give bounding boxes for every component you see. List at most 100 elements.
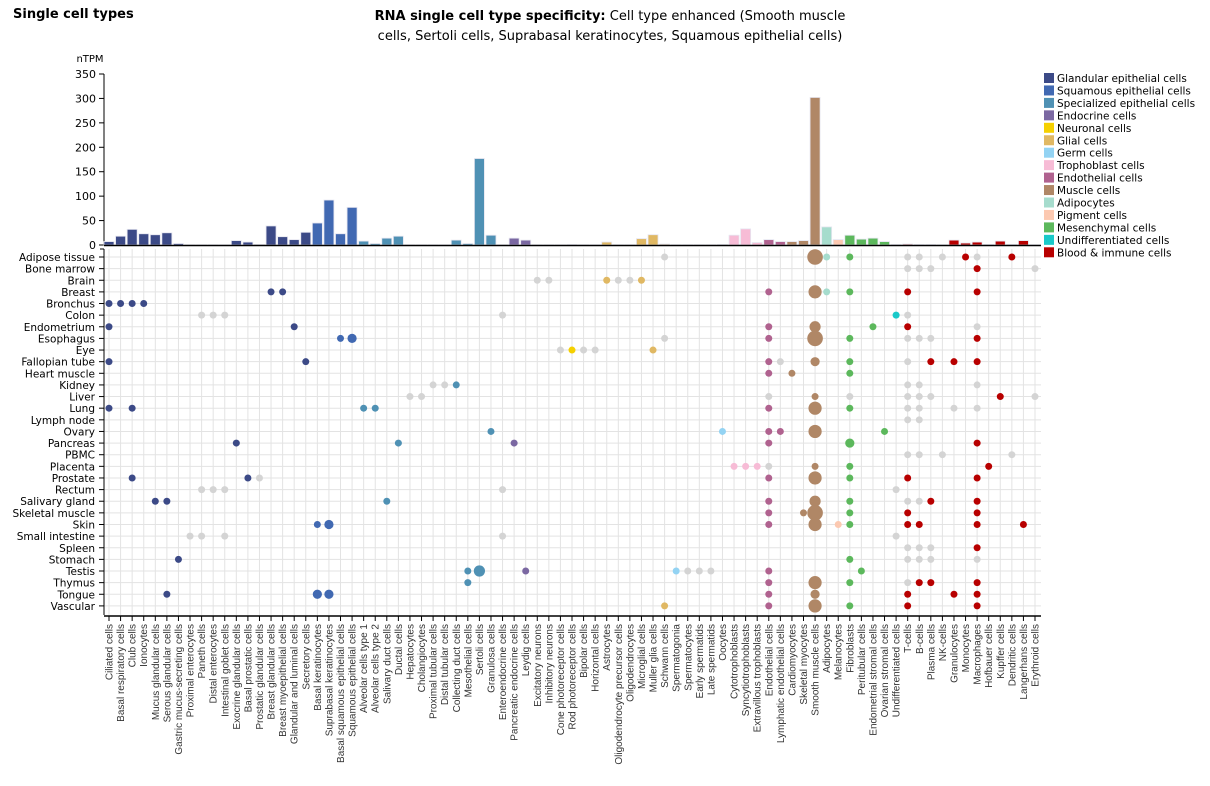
- tissue-label: Eye: [76, 345, 95, 357]
- bar: [971, 241, 983, 246]
- expression-dot: [846, 404, 854, 412]
- expression-dot: [973, 579, 981, 587]
- x-tick-label: Lymphatic endothelial cells: [776, 624, 787, 743]
- tissue-label: Skin: [73, 519, 95, 531]
- expression-dot: [765, 369, 773, 377]
- legend-label: Germ cells: [1057, 148, 1113, 160]
- tissue-label: Adipose tissue: [19, 252, 95, 264]
- x-tick-label: Proximal enterocytes: [186, 624, 197, 717]
- expression-dot: [904, 416, 912, 424]
- legend-swatch: [1044, 197, 1054, 208]
- x-tick-label: Skeletal myocytes: [799, 624, 810, 705]
- expression-dot: [808, 471, 822, 485]
- expression-dot: [661, 334, 669, 342]
- legend-swatch: [1044, 160, 1054, 171]
- expression-dot: [904, 393, 912, 401]
- expression-dot: [499, 311, 507, 319]
- expression-dot: [1008, 451, 1016, 459]
- legend-swatch: [1044, 110, 1054, 121]
- expression-dot: [568, 346, 576, 354]
- expression-dot: [927, 544, 935, 552]
- expression-dot: [603, 276, 611, 284]
- expression-dot: [823, 288, 831, 296]
- bar: [381, 237, 393, 246]
- x-tick-label: Ciliated cells: [105, 624, 116, 680]
- tissue-label: Fallopian tube: [21, 357, 95, 369]
- bar: [277, 236, 289, 246]
- expression-dot: [776, 427, 784, 435]
- expression-dot: [904, 520, 912, 528]
- bar: [855, 238, 867, 246]
- expression-dot: [869, 323, 877, 331]
- expression-dot: [846, 579, 854, 587]
- expression-dot: [915, 579, 923, 587]
- expression-dot: [904, 381, 912, 389]
- expression-dot: [209, 311, 217, 319]
- tissue-label: Brain: [67, 275, 95, 287]
- expression-dot: [765, 520, 773, 528]
- x-tick-label: Salivary duct cells: [382, 624, 393, 704]
- expression-dot: [915, 381, 923, 389]
- expression-dot: [846, 288, 854, 296]
- legend-label: Endothelial cells: [1057, 173, 1143, 185]
- expression-dot: [742, 462, 750, 470]
- expression-dot: [845, 438, 855, 448]
- bar: [508, 237, 520, 246]
- expression-dot: [765, 393, 773, 401]
- x-tick-label: Granulocytes: [949, 624, 960, 683]
- y-tick-label: 300: [75, 92, 96, 105]
- bar: [728, 234, 740, 246]
- expression-dot: [765, 509, 773, 517]
- expression-dot: [904, 265, 912, 273]
- expression-dot: [765, 567, 773, 575]
- legend-swatch: [1044, 247, 1054, 258]
- expression-dot: [892, 486, 900, 494]
- expression-dot: [807, 249, 823, 265]
- x-tick-label: Astrocytes: [602, 624, 613, 671]
- bar: [242, 241, 254, 246]
- x-tick-label: Smooth muscle cells: [811, 624, 822, 716]
- expression-dot: [973, 253, 981, 261]
- expression-dot: [973, 497, 981, 505]
- tissue-label: Lung: [69, 403, 95, 415]
- expression-dot: [938, 253, 946, 261]
- x-tick-label: Melanocytes: [834, 624, 845, 680]
- expression-dot: [808, 285, 822, 299]
- tissue-label: Pancreas: [48, 438, 95, 450]
- legend-swatch: [1044, 185, 1054, 196]
- x-tick-label: Oligodendrocytes: [625, 624, 636, 702]
- x-tick-label: Erythroid cells: [1031, 624, 1042, 687]
- expression-dot: [962, 253, 970, 261]
- expression-dot: [371, 404, 379, 412]
- legend-swatch: [1044, 73, 1054, 83]
- expression-dot: [730, 462, 738, 470]
- x-tick-label: Horizontal cells: [591, 624, 602, 692]
- x-tick-label: Extravillous trophoblasts: [753, 624, 764, 732]
- expression-dot: [927, 393, 935, 401]
- tissue-label: Skeletal muscle: [12, 508, 95, 520]
- expression-dot: [105, 358, 113, 366]
- x-tick-label: Suprabasal keratinocytes: [324, 624, 335, 736]
- legend-swatch: [1044, 234, 1054, 245]
- expression-dot: [927, 579, 935, 587]
- expression-dot: [695, 567, 703, 575]
- expression-dot: [128, 404, 136, 412]
- legend-swatch: [1044, 172, 1054, 183]
- expression-dot: [637, 276, 645, 284]
- expression-dot: [556, 346, 564, 354]
- x-tick-label: Gastric mucus-secreting cells: [174, 624, 185, 755]
- expression-dot: [128, 474, 136, 482]
- x-tick-label: Enteroendocrine cells: [498, 624, 509, 720]
- x-tick-label: Ductal cells: [394, 624, 405, 675]
- expression-dot: [510, 439, 518, 447]
- expression-dot: [846, 253, 854, 261]
- expression-dot: [174, 555, 182, 563]
- expression-dot: [973, 288, 981, 296]
- tissue-label: Endometrium: [24, 322, 95, 334]
- expression-dot: [765, 288, 773, 296]
- bar: [138, 233, 150, 246]
- expression-dot: [846, 520, 854, 528]
- expression-dot: [765, 358, 773, 366]
- tissue-label: Salivary gland: [20, 496, 95, 508]
